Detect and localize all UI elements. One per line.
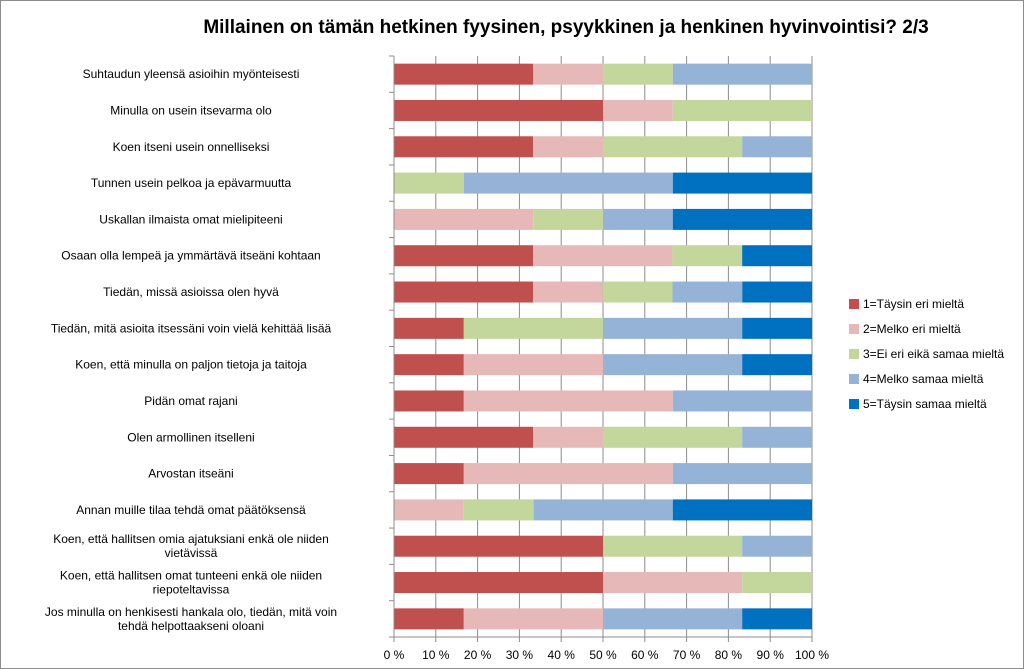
bar-segment-2[interactable] bbox=[463, 463, 673, 485]
bar-segment-1[interactable] bbox=[394, 463, 464, 485]
bar-segment-5[interactable] bbox=[672, 499, 812, 521]
bar-segment-1[interactable] bbox=[394, 281, 534, 303]
bar-segment-2[interactable] bbox=[533, 281, 603, 303]
bar-segment-2[interactable] bbox=[603, 99, 673, 121]
bar-segment-5[interactable] bbox=[672, 208, 812, 230]
bar-segment-1[interactable] bbox=[394, 317, 464, 339]
bar-segment-5[interactable] bbox=[742, 608, 812, 630]
legend-label-4: 4=Melko samaa mieltä bbox=[863, 372, 984, 386]
category-label: Uskallan ilmaista omat mielipiteeni bbox=[99, 212, 282, 226]
bar-segment-2[interactable] bbox=[533, 63, 603, 85]
bar-segment-3[interactable] bbox=[672, 99, 812, 121]
bar-segment-3[interactable] bbox=[742, 572, 812, 594]
bar-segment-5[interactable] bbox=[742, 245, 812, 267]
category-label: Osaan olla lempeä ja ymmärtävä itseäni k… bbox=[61, 249, 320, 263]
bar-segment-3[interactable] bbox=[463, 317, 603, 339]
bar-segment-1[interactable] bbox=[394, 608, 464, 630]
legend-label-3: 3=Ei eri eikä samaa mieltä bbox=[863, 347, 1004, 361]
bar-segment-1[interactable] bbox=[394, 63, 534, 85]
x-tick-label: 90 % bbox=[757, 648, 785, 662]
bar-segment-5[interactable] bbox=[742, 281, 812, 303]
category-label: Minulla on usein itsevarma olo bbox=[110, 103, 272, 117]
bar-segment-3[interactable] bbox=[672, 245, 743, 267]
x-tick-label: 30 % bbox=[506, 648, 534, 662]
chart-title: Millainen on tämän hetkinen fyysinen, ps… bbox=[203, 17, 929, 38]
category-label: Olen armollinen itselleni bbox=[127, 430, 254, 444]
bar-segment-3[interactable] bbox=[603, 426, 743, 448]
bar-segment-4[interactable] bbox=[603, 608, 743, 630]
bar-segment-3[interactable] bbox=[533, 208, 603, 230]
bar-segment-3[interactable] bbox=[602, 281, 673, 303]
bar-segment-2[interactable] bbox=[463, 390, 673, 412]
bar-segment-4[interactable] bbox=[603, 354, 743, 376]
x-tick-label: 40 % bbox=[548, 648, 576, 662]
bar-segment-4[interactable] bbox=[603, 208, 673, 230]
bar-segment-5[interactable] bbox=[742, 317, 812, 339]
bar-segment-3[interactable] bbox=[603, 535, 743, 557]
bar-segment-4[interactable] bbox=[533, 499, 673, 521]
bar-segment-4[interactable] bbox=[672, 281, 743, 303]
legend-swatch-2 bbox=[849, 324, 859, 334]
x-tick-label: 10 % bbox=[422, 648, 450, 662]
bar-segment-4[interactable] bbox=[742, 535, 812, 557]
category-label: Arvostan itseäni bbox=[148, 467, 233, 481]
bar-segment-4[interactable] bbox=[672, 463, 812, 485]
legend-label-1: 1=Täysin eri mieltä bbox=[863, 297, 964, 311]
category-label: Suhtaudun yleensä asioihin myönteisesti bbox=[83, 67, 300, 81]
bar-segment-4[interactable] bbox=[742, 136, 812, 158]
x-tick-label: 100 % bbox=[795, 648, 829, 662]
bar-segment-4[interactable] bbox=[672, 390, 812, 412]
category-label: Jos minulla on henkisesti hankala olo, t… bbox=[45, 605, 337, 633]
bar-segment-4[interactable] bbox=[603, 317, 743, 339]
legend-swatch-1 bbox=[849, 299, 859, 309]
bar-segment-1[interactable] bbox=[394, 390, 464, 412]
category-label: Pidän omat rajani bbox=[144, 394, 237, 408]
legend-label-5: 5=Täysin samaa mieltä bbox=[863, 397, 987, 411]
legend-swatch-5 bbox=[849, 399, 859, 409]
bar-segment-1[interactable] bbox=[394, 535, 603, 557]
x-tick-label: 20 % bbox=[464, 648, 492, 662]
bar-segment-4[interactable] bbox=[742, 426, 812, 448]
bar-segment-2[interactable] bbox=[533, 245, 673, 267]
bar-segment-3[interactable] bbox=[603, 63, 673, 85]
bar-segment-1[interactable] bbox=[394, 136, 534, 158]
bar-segment-1[interactable] bbox=[394, 245, 534, 267]
bar-segment-3[interactable] bbox=[394, 172, 464, 194]
category-label: Tiedän, mitä asioita itsessäni voin viel… bbox=[51, 321, 332, 335]
bar-segment-2[interactable] bbox=[463, 608, 603, 630]
category-label: Koen, että hallitsen omia ajatuksiani en… bbox=[53, 532, 329, 560]
category-label: Koen, että minulla on paljon tietoja ja … bbox=[75, 358, 307, 372]
category-label: Koen itseni usein onnelliseksi bbox=[113, 140, 270, 154]
bar-segment-2[interactable] bbox=[463, 354, 603, 376]
bar-segment-2[interactable] bbox=[603, 572, 743, 594]
bar-segment-1[interactable] bbox=[394, 426, 534, 448]
category-label: Annan muille tilaa tehdä omat päätöksens… bbox=[76, 503, 306, 517]
x-tick-label: 50 % bbox=[589, 648, 617, 662]
legend-swatch-4 bbox=[849, 374, 859, 384]
bar-segment-2[interactable] bbox=[533, 136, 603, 158]
x-tick-label: 0 % bbox=[384, 648, 405, 662]
bar-segment-1[interactable] bbox=[394, 572, 603, 594]
legend-label-2: 2=Melko eri mieltä bbox=[863, 322, 961, 336]
x-tick-label: 60 % bbox=[631, 648, 659, 662]
bar-segment-4[interactable] bbox=[672, 63, 812, 85]
bar-segment-4[interactable] bbox=[463, 172, 673, 194]
category-label: Tunnen usein pelkoa ja epävarmuutta bbox=[91, 176, 292, 190]
category-label: Tiedän, missä asioissa olen hyvä bbox=[103, 285, 279, 299]
x-tick-label: 70 % bbox=[673, 648, 701, 662]
bar-segment-5[interactable] bbox=[672, 172, 812, 194]
bar-segment-2[interactable] bbox=[533, 426, 603, 448]
bar-segment-1[interactable] bbox=[394, 354, 464, 376]
bar-segment-5[interactable] bbox=[742, 354, 812, 376]
category-label: Koen, että hallitsen omat tunteeni enkä … bbox=[60, 569, 322, 597]
legend-swatch-3 bbox=[849, 349, 859, 359]
x-tick-label: 80 % bbox=[715, 648, 743, 662]
bar-segment-2[interactable] bbox=[394, 208, 534, 230]
bar-segment-1[interactable] bbox=[394, 99, 603, 121]
bar-segment-3[interactable] bbox=[463, 499, 534, 521]
bar-segment-3[interactable] bbox=[603, 136, 743, 158]
bar-segment-2[interactable] bbox=[394, 499, 464, 521]
